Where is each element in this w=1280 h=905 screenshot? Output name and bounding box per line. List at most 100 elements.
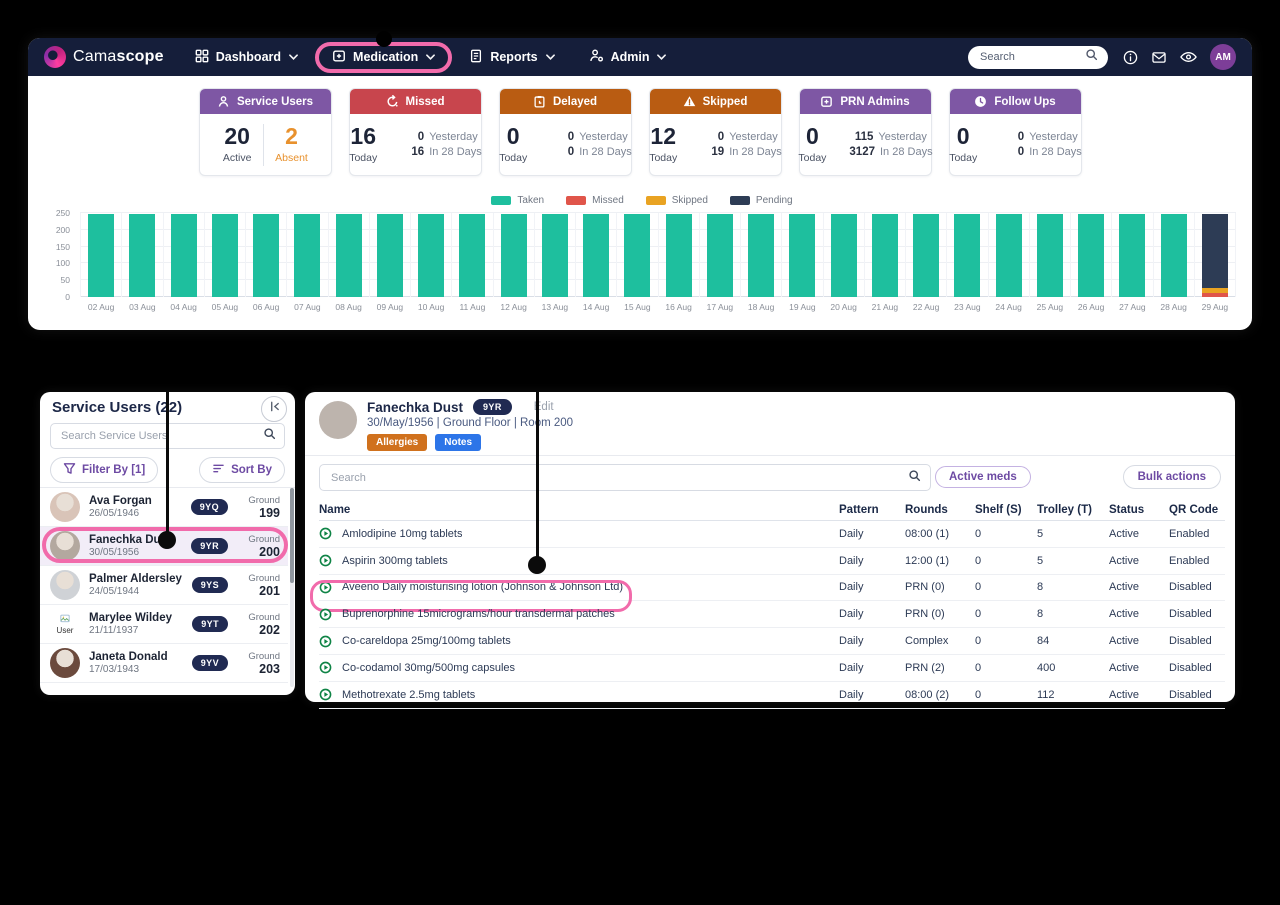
user-info: Fanechka Dust 30/05/1956 [89,534,191,559]
active-meds-chip[interactable]: Active meds [935,466,1031,488]
table-row[interactable]: Co-careldopa 25mg/100mg tablets Daily Comp… [319,628,1225,655]
global-search[interactable] [968,45,1108,69]
chevron-down-icon [426,54,436,60]
chart-bar-segment-taken [624,213,651,297]
nav-item-medication[interactable]: Medication [315,30,453,73]
stat-primary-label: Active [222,152,252,164]
stat-detail-label: Yesterday [878,131,927,143]
chart-legend: Taken Missed Skipped Pending [46,195,1238,206]
med-status: Active [1109,608,1139,621]
bulk-actions-button[interactable]: Bulk actions [1122,465,1221,489]
chart-bar [995,213,1022,297]
legend-swatch [491,196,512,205]
table-row[interactable]: Co-codamol 30mg/500mg capsules Daily PRN (… [319,655,1225,682]
filter-icon [63,462,76,478]
service-users-search-input[interactable] [59,429,263,443]
stat-card-title: Follow Ups [994,95,1056,108]
legend-label: Pending [755,195,793,206]
eye-icon[interactable] [1180,51,1197,63]
list-item-user[interactable]: Palmer Aldersley 24/05/1944 9YS Ground 201 [40,566,288,605]
chart-y-axis: 0 50 100 150 200 250 [46,208,76,302]
med-name-cell: Amlodipine 10mg tablets [319,527,833,540]
chart-bar-slot: 29 Aug [1195,213,1236,312]
med-trolley: 400 [1037,661,1056,674]
scrollbar-track[interactable] [290,488,294,687]
annotation-medication-dot [375,30,392,47]
stat-card-body: 16 Today 0 Yesterday 16 In 28 Days [349,114,482,175]
mail-icon[interactable] [1151,51,1167,64]
table-row[interactable]: Amlodipine 10mg tablets Daily 08:00 (1) 0 5 A… [319,521,1225,548]
x-axis-tick-label: 14 Aug [582,302,610,312]
nav-item-admin[interactable]: Admin [580,44,676,70]
stat-card-header: PRN Admins [799,89,931,114]
filter-by-label: Filter By [1] [82,464,146,476]
camascope-logo[interactable]: Camascope [44,46,164,68]
user-floor-label: Ground [248,533,280,545]
med-name-cell: Aveeno Daily moisturising lotion (Johnso… [310,579,833,612]
user-name: Marylee Wildey [89,611,172,624]
chart-bar [418,213,445,297]
med-qr: Disabled [1169,581,1212,594]
stat-card-service-users[interactable]: Service Users 20 Active 2 Absent [198,88,332,176]
table-row[interactable]: Methotrexate 2.5mg tablets Daily 08:00 (2)… [319,682,1225,709]
stat-card-skipped[interactable]: Skipped 12 Today 0 Yesterday 19 In 28 Days [648,88,782,176]
chart-bar-segment-taken [954,213,981,297]
scrollbar-thumb[interactable] [290,488,294,583]
nav-item-label: Medication [353,50,419,64]
nav-item-dashboard[interactable]: Dashboard [186,45,307,70]
stat-card-prn-admins[interactable]: PRN Admins 0 Today 115 Yesterday 3127 In 28 Da… [798,88,933,176]
chart-bar-slot: 11 Aug [452,213,494,312]
med-rounds: Complex [905,635,949,648]
list-item-user[interactable]: Janeta Donald 17/03/1943 9YV Ground 203 [40,644,288,683]
med-shelf: 0 [975,661,982,674]
user-avatar[interactable]: AM [1210,44,1236,70]
table-row[interactable]: Aveeno Daily moisturising lotion (Johnso… [310,575,1225,612]
y-axis-tick-label: 50 [60,275,70,286]
notes-badge[interactable]: Notes [435,434,482,451]
med-name: Co-careldopa 25mg/100mg tablets [342,635,511,648]
x-axis-tick-label: 02 Aug [87,302,115,312]
chart-bar-segment-taken [1160,213,1187,297]
chart-gridline [80,212,1236,213]
stat-divider [263,123,265,166]
stat-card-title: Missed [405,95,445,108]
collapse-panel-button[interactable] [261,396,287,422]
nav-item-label: Admin [610,50,650,64]
stat-card-missed[interactable]: Missed 16 Today 0 Yesterday 16 In 28 Days [348,88,482,176]
stat-detail-value: 16 [411,146,425,158]
stat-card-follow-ups[interactable]: Follow Ups 0 Today 0 Yesterday 0 In 28 Days [948,88,1082,176]
list-item-user[interactable]: User Marylee Wildey 21/11/1937 9YT Ground 202 [40,605,288,644]
med-name: Methotrexate 2.5mg tablets [342,688,476,701]
chart-bar-segment-taken [1036,213,1063,297]
chart-bar-slot: 20 Aug [824,213,865,312]
table-row[interactable]: Buprenorphine 15micrograms/hour transder… [319,601,1225,629]
chart-bar-segment-taken [253,213,280,297]
stat-card-delayed[interactable]: Delayed 0 Today 0 Yesterday 0 In 28 Days [498,88,632,176]
stat-detail-row: 0 Yesterday [700,131,782,143]
med-shelf: 0 [975,581,982,594]
global-search-input[interactable] [978,50,1062,64]
chart-bar-segment-taken [335,213,362,297]
stat-card-header: Service Users [199,89,331,114]
stat-primary: 20 Active [222,125,252,165]
chart-bar-segment-taken [830,213,857,297]
user-name: Ava Forgan [89,494,152,507]
med-pattern: Daily [839,527,864,540]
med-name: Aspirin 300mg tablets [342,554,448,567]
chart-bar-slot: 05 Aug [205,213,246,312]
list-item-user[interactable]: Ava Forgan 26/05/1946 9YQ Ground 199 [40,488,288,527]
info-icon[interactable] [1123,50,1138,65]
medication-search[interactable] [319,464,931,491]
nav-item-reports[interactable]: Reports [460,45,563,70]
stat-detail-value: 0 [717,131,725,143]
medication-search-input[interactable] [329,470,908,485]
stat-primary-value: 0 [806,123,819,149]
table-row[interactable]: Aspirin 300mg tablets Daily 12:00 (1) 0 5 Act… [319,548,1225,575]
filter-by-button[interactable]: Filter By [1] [50,457,159,483]
allergies-badge[interactable]: Allergies [367,434,428,451]
stat-card-header: Missed [349,89,481,114]
stat-primary-value: 12 [650,123,676,149]
nav-item-label: Dashboard [215,50,282,64]
sort-by-button[interactable]: Sort By [199,457,285,483]
service-users-icon [217,95,230,108]
